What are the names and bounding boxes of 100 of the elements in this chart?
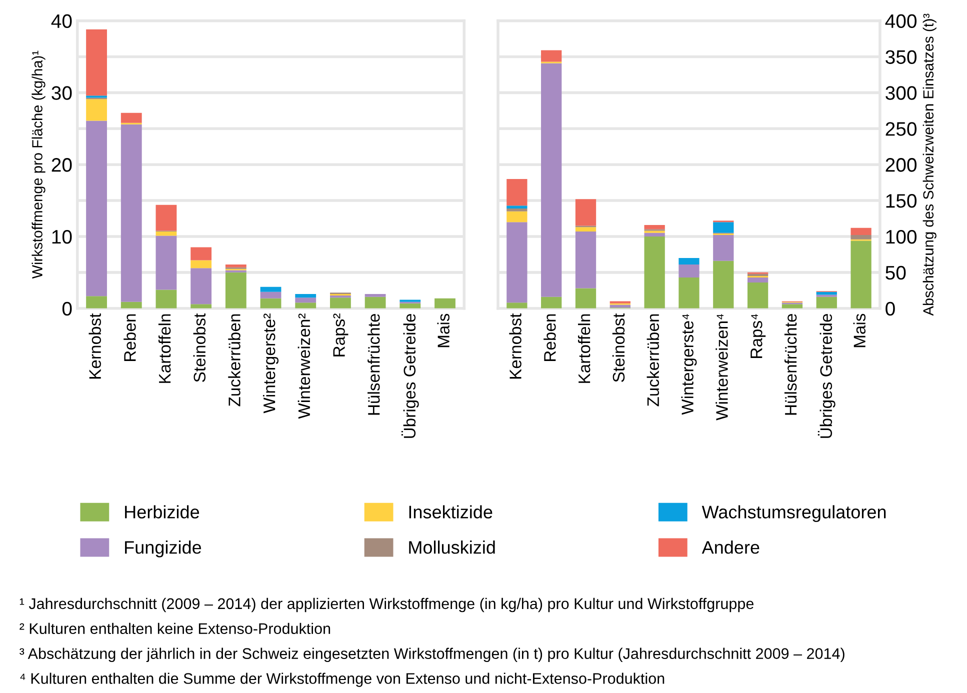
bar	[713, 235, 734, 261]
x-tick-label: Reben	[124, 314, 136, 361]
bar	[644, 232, 665, 236]
y-tick-label: 20	[52, 158, 72, 172]
bar	[330, 298, 351, 308]
bar	[850, 235, 872, 240]
bar	[850, 228, 872, 236]
bar	[364, 294, 386, 297]
x-tick-label: Wintergerste²	[262, 314, 279, 414]
y-tick-label: 350	[886, 50, 917, 64]
bar	[295, 298, 316, 303]
x-tick-label: Mais	[437, 314, 450, 348]
x-tick-label: Wintergerste⁴	[681, 314, 697, 415]
bar	[782, 304, 803, 308]
bar	[225, 272, 246, 308]
bar	[747, 282, 768, 308]
bar	[575, 231, 596, 288]
y-tick-label: 300	[886, 86, 917, 100]
bar	[644, 224, 665, 230]
x-tick-label: Kernobst	[88, 313, 101, 379]
bar	[506, 222, 528, 303]
y-tick-label: 10	[52, 230, 72, 244]
x-tick-label: Reben	[544, 314, 556, 361]
y-tick-label: 150	[886, 194, 917, 208]
x-tick-label: Steinobst	[193, 313, 206, 382]
x-tick-label: Mais	[853, 314, 866, 348]
bar	[506, 206, 528, 208]
y-axis-title: Abschätzung des Schweizweiten Einsatzes (t)³	[922, 14, 936, 316]
x-tick-label: Steinobst	[612, 313, 625, 382]
bar	[747, 274, 768, 276]
x-tick-label: Übriges Getreide	[401, 314, 419, 438]
x-tick-label: Kartoffeln	[158, 314, 171, 383]
bar	[295, 302, 316, 308]
bar	[400, 303, 421, 308]
bar	[330, 295, 351, 298]
legend-label: Wachstumsregulatoren	[702, 505, 886, 522]
bar	[678, 258, 700, 265]
bar	[644, 236, 665, 308]
bar	[120, 112, 142, 123]
bar	[190, 268, 212, 304]
legend-label: Herbizide	[125, 505, 200, 518]
x-tick-label: Winterweizen⁴	[716, 314, 728, 420]
bar	[816, 296, 837, 308]
legend-label: Fungizide	[125, 540, 202, 558]
bar	[506, 178, 528, 206]
x-tick-label: Hülsenfrüchte	[368, 314, 380, 415]
bar	[678, 277, 700, 308]
bar	[260, 292, 282, 298]
x-tick-label: Hülsenfrüchte	[784, 314, 797, 415]
y-axis-title: Wirkstoffmenge pro Fläche (kg/ha)¹	[32, 50, 46, 279]
bar	[190, 304, 212, 308]
x-tick-label: Übriges Getreide	[818, 314, 836, 438]
bar	[713, 260, 734, 308]
y-tick-label: 40	[51, 14, 72, 28]
bar	[86, 29, 107, 96]
bar	[225, 264, 246, 268]
legend-label: Molluskizid	[409, 540, 495, 554]
bar	[295, 294, 316, 298]
y-tick-label: 0	[886, 302, 895, 316]
text: ⁴ Kulturen enthalten die Summe der Wirkstoffmenge von Extenso und nicht-Extenso-Produktion	[20, 672, 664, 687]
bar	[747, 277, 768, 282]
bar	[575, 199, 596, 226]
bar	[156, 231, 177, 236]
y-tick-label: 0	[62, 302, 72, 316]
bar	[86, 99, 107, 121]
bar	[364, 296, 386, 308]
x-tick-label: Kernobst	[509, 313, 522, 379]
bar	[120, 124, 142, 302]
bar	[156, 290, 177, 308]
y-tick-label: 250	[886, 122, 917, 136]
bar	[260, 286, 282, 292]
bar	[120, 302, 142, 308]
bar	[86, 296, 107, 308]
bar	[541, 63, 562, 297]
x-tick-label: Zuckerrüben	[646, 314, 660, 406]
bar	[850, 240, 872, 308]
y-tick-label: 400	[885, 14, 917, 28]
bar	[678, 264, 700, 278]
x-tick-label: Zuckerrüben	[228, 314, 240, 406]
bar	[575, 288, 596, 308]
bar	[434, 298, 456, 308]
y-tick-label: 100	[886, 230, 917, 244]
text: ² Kulturen enthalten keine Extenso-Produktion	[20, 622, 330, 634]
y-tick-label: 200	[886, 158, 917, 172]
bar	[575, 227, 596, 232]
x-tick-label: Raps²	[333, 314, 348, 356]
bar	[190, 247, 212, 260]
bar	[156, 236, 177, 290]
legend-label: Andere	[702, 540, 760, 554]
bar	[541, 50, 562, 62]
text: ¹ Jahresdurchschnitt (2009 – 2014) der applizierten Wirkstoffmenge (in kg/ha) pro Kultur und Wirkstoffgruppe	[20, 598, 754, 612]
bar	[260, 298, 282, 308]
bar	[156, 204, 177, 231]
x-tick-label: Winterweizen²	[298, 314, 310, 419]
legend-label: Insektizide	[409, 505, 492, 518]
bar	[86, 120, 107, 296]
x-tick-label: Raps⁴	[750, 314, 766, 358]
x-tick-label: Kartoffeln	[578, 314, 590, 383]
bar	[506, 302, 528, 308]
bar	[190, 260, 212, 268]
